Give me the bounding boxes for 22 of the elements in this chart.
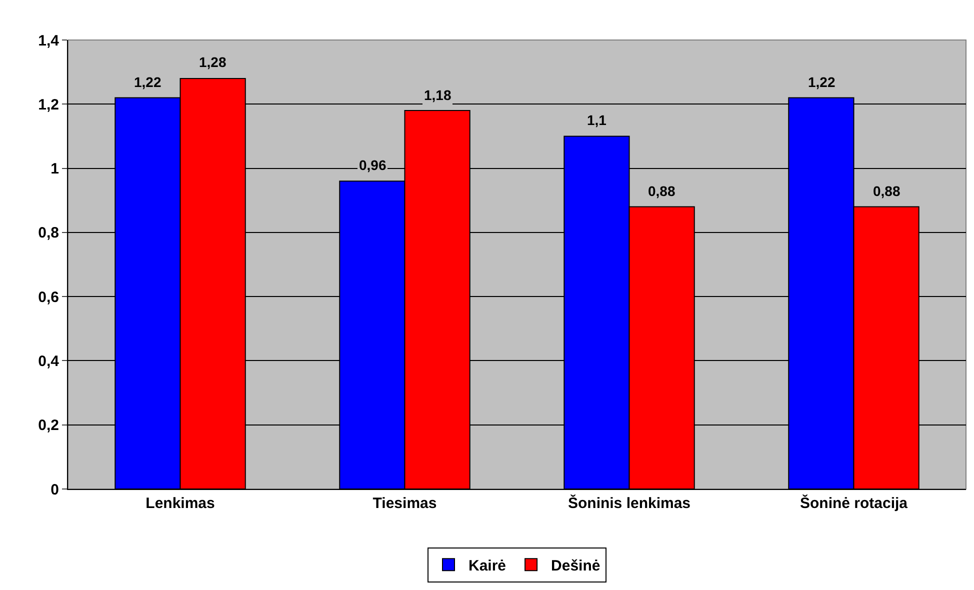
x-tick-label: Tiesimas	[372, 495, 437, 512]
y-tick-label: 0	[50, 481, 59, 498]
y-tick-label: 1,4	[38, 32, 60, 50]
legend-label: Dešinė	[551, 557, 600, 574]
y-tick-label: 0,8	[38, 224, 59, 242]
data-label: 1,18	[424, 87, 452, 103]
data-label: 1,22	[134, 74, 162, 90]
data-label: 0,88	[648, 183, 676, 199]
y-tick-label: 1,2	[38, 96, 59, 114]
data-label: 1,22	[808, 74, 836, 90]
data-label: 0,88	[873, 183, 900, 199]
data-label: 1,28	[199, 54, 226, 70]
x-tick-label: Lenkimas	[146, 495, 215, 512]
y-tick-label: 0,2	[38, 417, 59, 434]
x-tick-label: Šoninė rotacija	[800, 494, 908, 512]
x-tick-label: Šoninis lenkimas	[568, 494, 691, 512]
y-tick-label: 0,4	[38, 352, 60, 370]
y-tick-label: 0,6	[38, 288, 59, 306]
data-label: 0,96	[359, 157, 386, 173]
y-tick-label: 1	[50, 160, 59, 178]
data-label: 1,1	[587, 112, 607, 128]
legend-label: Kairė	[468, 557, 506, 574]
